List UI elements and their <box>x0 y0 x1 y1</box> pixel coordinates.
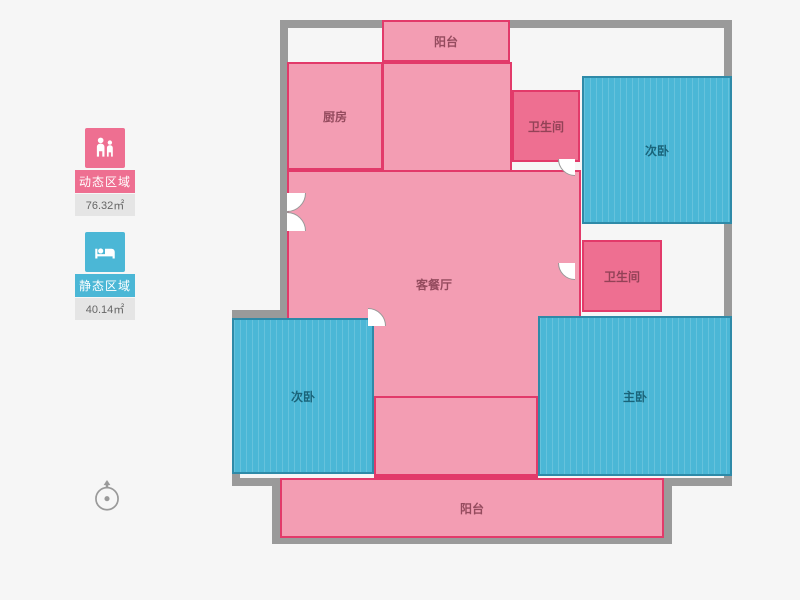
people-icon <box>85 128 125 168</box>
legend-dynamic-label: 动态区域 <box>75 170 135 193</box>
room-balcony_bottom: 阳台 <box>280 478 664 538</box>
room-label-bed_master: 主卧 <box>623 388 647 405</box>
room-label-balcony_top: 阳台 <box>434 33 458 50</box>
room-label-kitchen: 厨房 <box>323 108 347 125</box>
legend-static-value: 40.14㎡ <box>75 298 135 320</box>
room-label-bath_mid: 卫生间 <box>604 268 640 285</box>
compass-icon <box>90 480 124 514</box>
wall-segment <box>280 20 288 62</box>
room-label-bed_right_top: 次卧 <box>645 142 669 159</box>
room-balcony_top: 阳台 <box>382 20 510 62</box>
wall-segment <box>664 478 672 544</box>
room-bath_mid: 卫生间 <box>582 240 662 312</box>
room-label-bath_top: 卫生间 <box>528 118 564 135</box>
legend-static-label: 静态区域 <box>75 274 135 297</box>
room-bed_right_top: 次卧 <box>582 76 732 224</box>
room-label-balcony_bottom: 阳台 <box>460 500 484 517</box>
wall-segment <box>664 478 732 486</box>
room-bed_master: 主卧 <box>538 316 732 476</box>
room-bath_top: 卫生间 <box>512 90 580 162</box>
wall-segment <box>272 478 280 544</box>
room-label-bed_left: 次卧 <box>291 388 315 405</box>
room-label-living: 客餐厅 <box>416 276 452 293</box>
bed-icon <box>85 232 125 272</box>
floor-plan: 阳台厨房卫生间次卧客餐厅卫生间次卧主卧阳台 <box>232 20 730 560</box>
room-kitchen: 厨房 <box>287 62 383 170</box>
legend-dynamic: 动态区域 76.32㎡ <box>75 128 135 216</box>
legend-static: 静态区域 40.14㎡ <box>75 232 135 320</box>
legend-dynamic-value: 76.32㎡ <box>75 194 135 216</box>
wall-segment <box>724 476 732 484</box>
room-bed_left: 次卧 <box>232 318 374 474</box>
